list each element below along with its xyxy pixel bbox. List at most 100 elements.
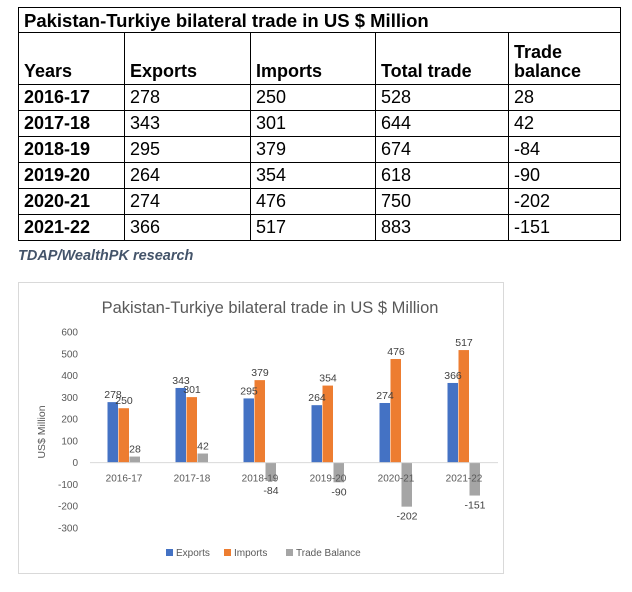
bar-exports bbox=[379, 402, 390, 463]
table-title: Pakistan-Turkiye bilateral trade in US $… bbox=[17, 7, 622, 33]
x-tick-label: 2019-20 bbox=[310, 474, 347, 485]
data-label: -151 bbox=[464, 500, 485, 512]
bar-exports bbox=[311, 405, 322, 463]
cell-year: 2020-21 bbox=[18, 188, 125, 215]
table-row: 2020-21 274 476 750 -202 bbox=[18, 188, 622, 215]
bar-exports bbox=[243, 398, 254, 463]
data-label: 354 bbox=[319, 373, 337, 385]
data-label: 42 bbox=[197, 441, 209, 453]
x-tick-label: 2021-22 bbox=[446, 474, 483, 485]
header-years: Years bbox=[18, 32, 125, 85]
chart-title: Pakistan-Turkiye bilateral trade in US $… bbox=[102, 299, 439, 317]
bar-trade-balance bbox=[333, 462, 344, 483]
y-tick-label: -300 bbox=[58, 524, 78, 535]
bar-exports bbox=[175, 387, 186, 463]
bar-trade-balance bbox=[197, 453, 208, 463]
bar-imports bbox=[186, 397, 197, 463]
table-row: 2016-17 278 250 528 28 bbox=[18, 84, 622, 111]
cell-year: 2016-17 bbox=[18, 84, 125, 111]
cell-year: 2017-18 bbox=[18, 110, 125, 137]
cell-year: 2018-19 bbox=[18, 136, 125, 163]
cell-trade-balance: 28 bbox=[507, 84, 622, 111]
y-tick-label: 0 bbox=[72, 458, 78, 469]
bar-exports bbox=[447, 382, 458, 463]
cell-exports: 295 bbox=[124, 136, 251, 163]
cell-total-trade: 528 bbox=[375, 84, 509, 111]
data-label: 274 bbox=[376, 390, 394, 402]
y-tick-label: 400 bbox=[61, 371, 78, 382]
cell-trade-balance: -151 bbox=[507, 214, 622, 241]
table-header-row: Years Exports Imports Total trade Trade … bbox=[18, 32, 622, 85]
cell-imports: 476 bbox=[250, 188, 376, 215]
cell-year: 2021-22 bbox=[18, 214, 125, 241]
cell-year: 2019-20 bbox=[18, 162, 125, 189]
x-tick-label: 2018-19 bbox=[242, 474, 279, 485]
y-tick-label: -100 bbox=[58, 480, 78, 491]
cell-exports: 366 bbox=[124, 214, 251, 241]
cell-total-trade: 883 bbox=[375, 214, 509, 241]
bar-trade-balance bbox=[469, 462, 480, 496]
y-axis-label: US$ Million bbox=[36, 405, 48, 458]
cell-trade-balance: -90 bbox=[507, 162, 622, 189]
cell-trade-balance: -202 bbox=[507, 188, 622, 215]
data-label: 517 bbox=[455, 337, 473, 349]
table-row: 2017-18 343 301 644 42 bbox=[18, 110, 622, 137]
cell-exports: 274 bbox=[124, 188, 251, 215]
x-tick-label: 2020-21 bbox=[378, 474, 415, 485]
cell-total-trade: 674 bbox=[375, 136, 509, 163]
cell-trade-balance: -84 bbox=[507, 136, 622, 163]
legend-label: Trade Balance bbox=[296, 548, 361, 559]
cell-exports: 278 bbox=[124, 84, 251, 111]
cell-imports: 301 bbox=[250, 110, 376, 137]
header-total-trade: Total trade bbox=[375, 32, 509, 85]
header-imports: Imports bbox=[250, 32, 376, 85]
bar-trade-balance bbox=[129, 456, 140, 463]
cell-total-trade: 618 bbox=[375, 162, 509, 189]
data-label: -90 bbox=[331, 486, 346, 498]
table-row: 2019-20 264 354 618 -90 bbox=[18, 162, 622, 189]
data-label: 476 bbox=[387, 346, 405, 358]
bar-imports bbox=[254, 380, 265, 463]
bar-trade-balance bbox=[401, 462, 412, 507]
header-exports: Exports bbox=[124, 32, 251, 85]
legend-swatch bbox=[166, 549, 173, 556]
bar-imports bbox=[322, 385, 333, 463]
data-label: 343 bbox=[172, 375, 190, 387]
data-label: 366 bbox=[444, 370, 462, 382]
data-label: -84 bbox=[263, 485, 278, 497]
table-row: 2018-19 295 379 674 -84 bbox=[18, 136, 622, 163]
legend-swatch bbox=[286, 549, 293, 556]
source-note: TDAP/WealthPK research bbox=[18, 248, 194, 264]
cell-exports: 343 bbox=[124, 110, 251, 137]
legend-label: Imports bbox=[234, 548, 267, 559]
bar-imports bbox=[390, 359, 401, 463]
bar-chart: Pakistan-Turkiye bilateral trade in US $… bbox=[36, 299, 498, 559]
data-label: 278 bbox=[104, 389, 122, 401]
bar-imports bbox=[458, 350, 469, 463]
cell-total-trade: 644 bbox=[375, 110, 509, 137]
cell-imports: 354 bbox=[250, 162, 376, 189]
data-label: 264 bbox=[308, 392, 326, 404]
y-tick-label: 200 bbox=[61, 415, 78, 426]
trade-table: Pakistan-Turkiye bilateral trade in US $… bbox=[17, 7, 622, 241]
cell-exports: 264 bbox=[124, 162, 251, 189]
y-tick-label: 600 bbox=[61, 328, 78, 339]
y-tick-label: 500 bbox=[61, 349, 78, 360]
table-row: 2021-22 366 517 883 -151 bbox=[18, 214, 622, 241]
bar-trade-balance bbox=[265, 462, 276, 481]
cell-total-trade: 750 bbox=[375, 188, 509, 215]
y-tick-label: -200 bbox=[58, 502, 78, 513]
y-tick-label: 100 bbox=[61, 436, 78, 447]
y-tick-label: 300 bbox=[61, 393, 78, 404]
x-tick-label: 2017-18 bbox=[174, 474, 211, 485]
chart-frame bbox=[18, 282, 504, 574]
cell-imports: 250 bbox=[250, 84, 376, 111]
legend-label: Exports bbox=[176, 548, 210, 559]
data-label: 379 bbox=[251, 367, 269, 379]
data-label: 250 bbox=[115, 395, 133, 407]
data-label: 28 bbox=[129, 444, 141, 456]
cell-trade-balance: 42 bbox=[507, 110, 622, 137]
data-label: 295 bbox=[240, 385, 258, 397]
header-trade-balance: Trade balance bbox=[507, 32, 622, 85]
data-label: 301 bbox=[183, 384, 201, 396]
